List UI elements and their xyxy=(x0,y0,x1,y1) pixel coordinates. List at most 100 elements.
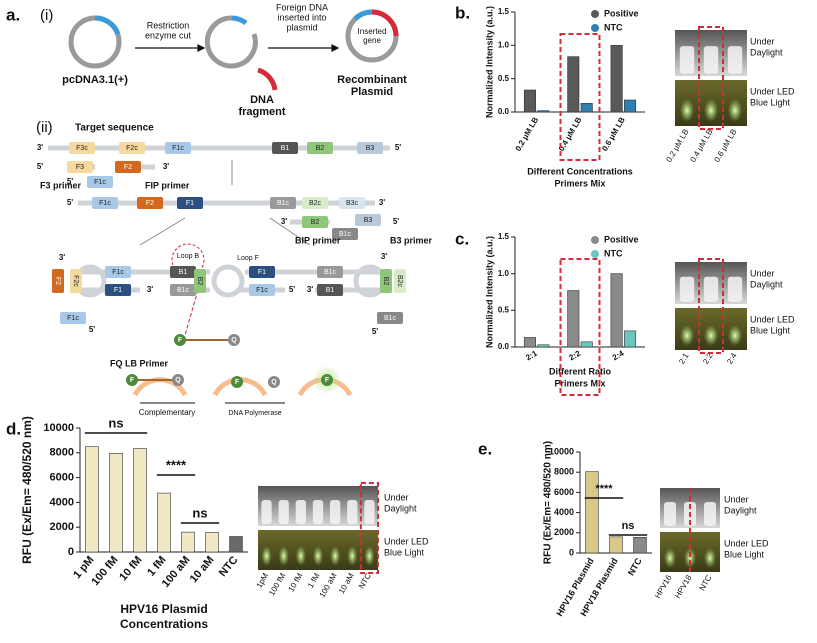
loop-label: Loop F xyxy=(237,255,259,262)
panel-label: c. xyxy=(455,229,469,248)
fq-letter: F xyxy=(130,377,135,384)
tube-glow xyxy=(679,99,695,122)
segment xyxy=(69,142,95,154)
label: Target sequence xyxy=(75,123,154,134)
panel-label: d. xyxy=(6,419,21,438)
strand-end: 3' xyxy=(59,253,65,262)
fq-dot xyxy=(231,376,243,388)
strand-end: 3' xyxy=(37,143,43,152)
tube-glow xyxy=(295,546,306,566)
bar xyxy=(624,330,637,348)
strand-end: 5' xyxy=(393,217,399,226)
label: Daylight xyxy=(724,505,757,515)
segment xyxy=(307,142,333,154)
y-tick-label: 6000 xyxy=(554,487,574,497)
strand-end: 5' xyxy=(67,177,73,186)
label: plasmid xyxy=(286,22,317,32)
segment xyxy=(165,142,191,154)
plasmid-label: pcDNA3.1(+) xyxy=(62,74,128,86)
segment xyxy=(394,269,406,293)
primer-label: F3 primer xyxy=(40,180,82,190)
segment-label: B3 xyxy=(366,145,375,152)
label: Inserted xyxy=(358,27,387,36)
y-axis-label: RFU (Ex/Em= 480/520 nm) xyxy=(543,441,554,564)
fq-letter: Q xyxy=(231,337,237,344)
segment-label: F2 xyxy=(124,164,132,171)
lane-label: NTC xyxy=(357,571,373,590)
tube-glow xyxy=(703,99,719,122)
tube-glow xyxy=(727,325,743,346)
segment-label: F2 xyxy=(54,277,61,285)
label: DNA xyxy=(250,94,274,106)
step-label: DNA Polymerase xyxy=(228,410,281,417)
legend-label: NTC xyxy=(604,22,623,32)
segment-label: B1c xyxy=(339,231,352,238)
y-tick-label: 0.0 xyxy=(498,107,510,116)
segment-label: F1c xyxy=(256,287,268,294)
bar xyxy=(610,273,623,348)
segment xyxy=(170,284,196,296)
label: fragment xyxy=(238,106,285,118)
lane-label: 0.2 μM LB xyxy=(664,128,690,164)
segment-label: F1c xyxy=(112,269,124,276)
segment-label: B2c xyxy=(396,275,403,288)
label: Under LED xyxy=(750,86,795,96)
label: Primers Mix xyxy=(554,178,605,188)
bar xyxy=(633,537,647,554)
panel-label: a. xyxy=(6,5,20,24)
tube-glow xyxy=(312,546,324,566)
fq-letter: F xyxy=(178,337,183,344)
label: Under LED xyxy=(724,538,769,548)
tube-glow xyxy=(330,546,341,566)
bar xyxy=(610,45,623,113)
segment-label: F1c xyxy=(94,179,106,186)
segment xyxy=(92,197,118,209)
label: inserted into xyxy=(277,12,326,22)
lane-label: HPV18 xyxy=(673,573,694,600)
lane-label: 2:1 xyxy=(677,351,691,366)
tube-glow xyxy=(703,325,719,346)
segment-label: F1 xyxy=(186,200,194,207)
strand-end: 3' xyxy=(281,217,287,226)
tube-glow xyxy=(364,546,375,566)
x-tick-label: NTC xyxy=(626,556,644,577)
primer-label: B3 primer xyxy=(390,235,433,245)
segment xyxy=(105,284,131,296)
segment xyxy=(317,284,343,296)
tube-glow xyxy=(347,546,358,566)
fq-dot xyxy=(126,374,138,386)
label: Under xyxy=(724,494,749,504)
loop-highlight xyxy=(171,243,205,277)
segment-label: B3 xyxy=(364,217,373,224)
bar xyxy=(109,453,123,553)
y-tick-label: 6000 xyxy=(50,472,74,484)
segment xyxy=(249,266,275,278)
tube xyxy=(347,500,358,524)
label: Concentrations xyxy=(120,617,208,631)
segment-label: F2c xyxy=(126,145,138,152)
label: Blue Light xyxy=(750,325,791,335)
bar xyxy=(85,446,99,553)
legend-swatch xyxy=(591,250,599,258)
primer-label: BIP primer xyxy=(295,235,341,245)
tube xyxy=(312,500,324,524)
label: Under LED xyxy=(750,314,795,324)
label: Blue Light xyxy=(384,547,425,557)
bar xyxy=(609,536,623,554)
segment-label: B1c xyxy=(384,315,397,322)
segment-label: B2 xyxy=(196,277,203,286)
y-tick-label: 0 xyxy=(68,546,74,558)
tube-glow xyxy=(261,546,272,566)
bar xyxy=(585,471,599,554)
segment xyxy=(119,142,145,154)
fq-dot xyxy=(268,376,280,388)
label: Plasmid xyxy=(351,86,393,98)
tube xyxy=(278,500,289,524)
segment xyxy=(170,266,196,278)
label: Recombinant xyxy=(337,74,407,86)
y-tick-label: 4000 xyxy=(50,496,74,508)
segment-label: B1c xyxy=(324,269,337,276)
segment-label: B3c xyxy=(346,200,359,207)
strand-end: 5' xyxy=(372,327,378,336)
panel-label: e. xyxy=(478,439,492,458)
